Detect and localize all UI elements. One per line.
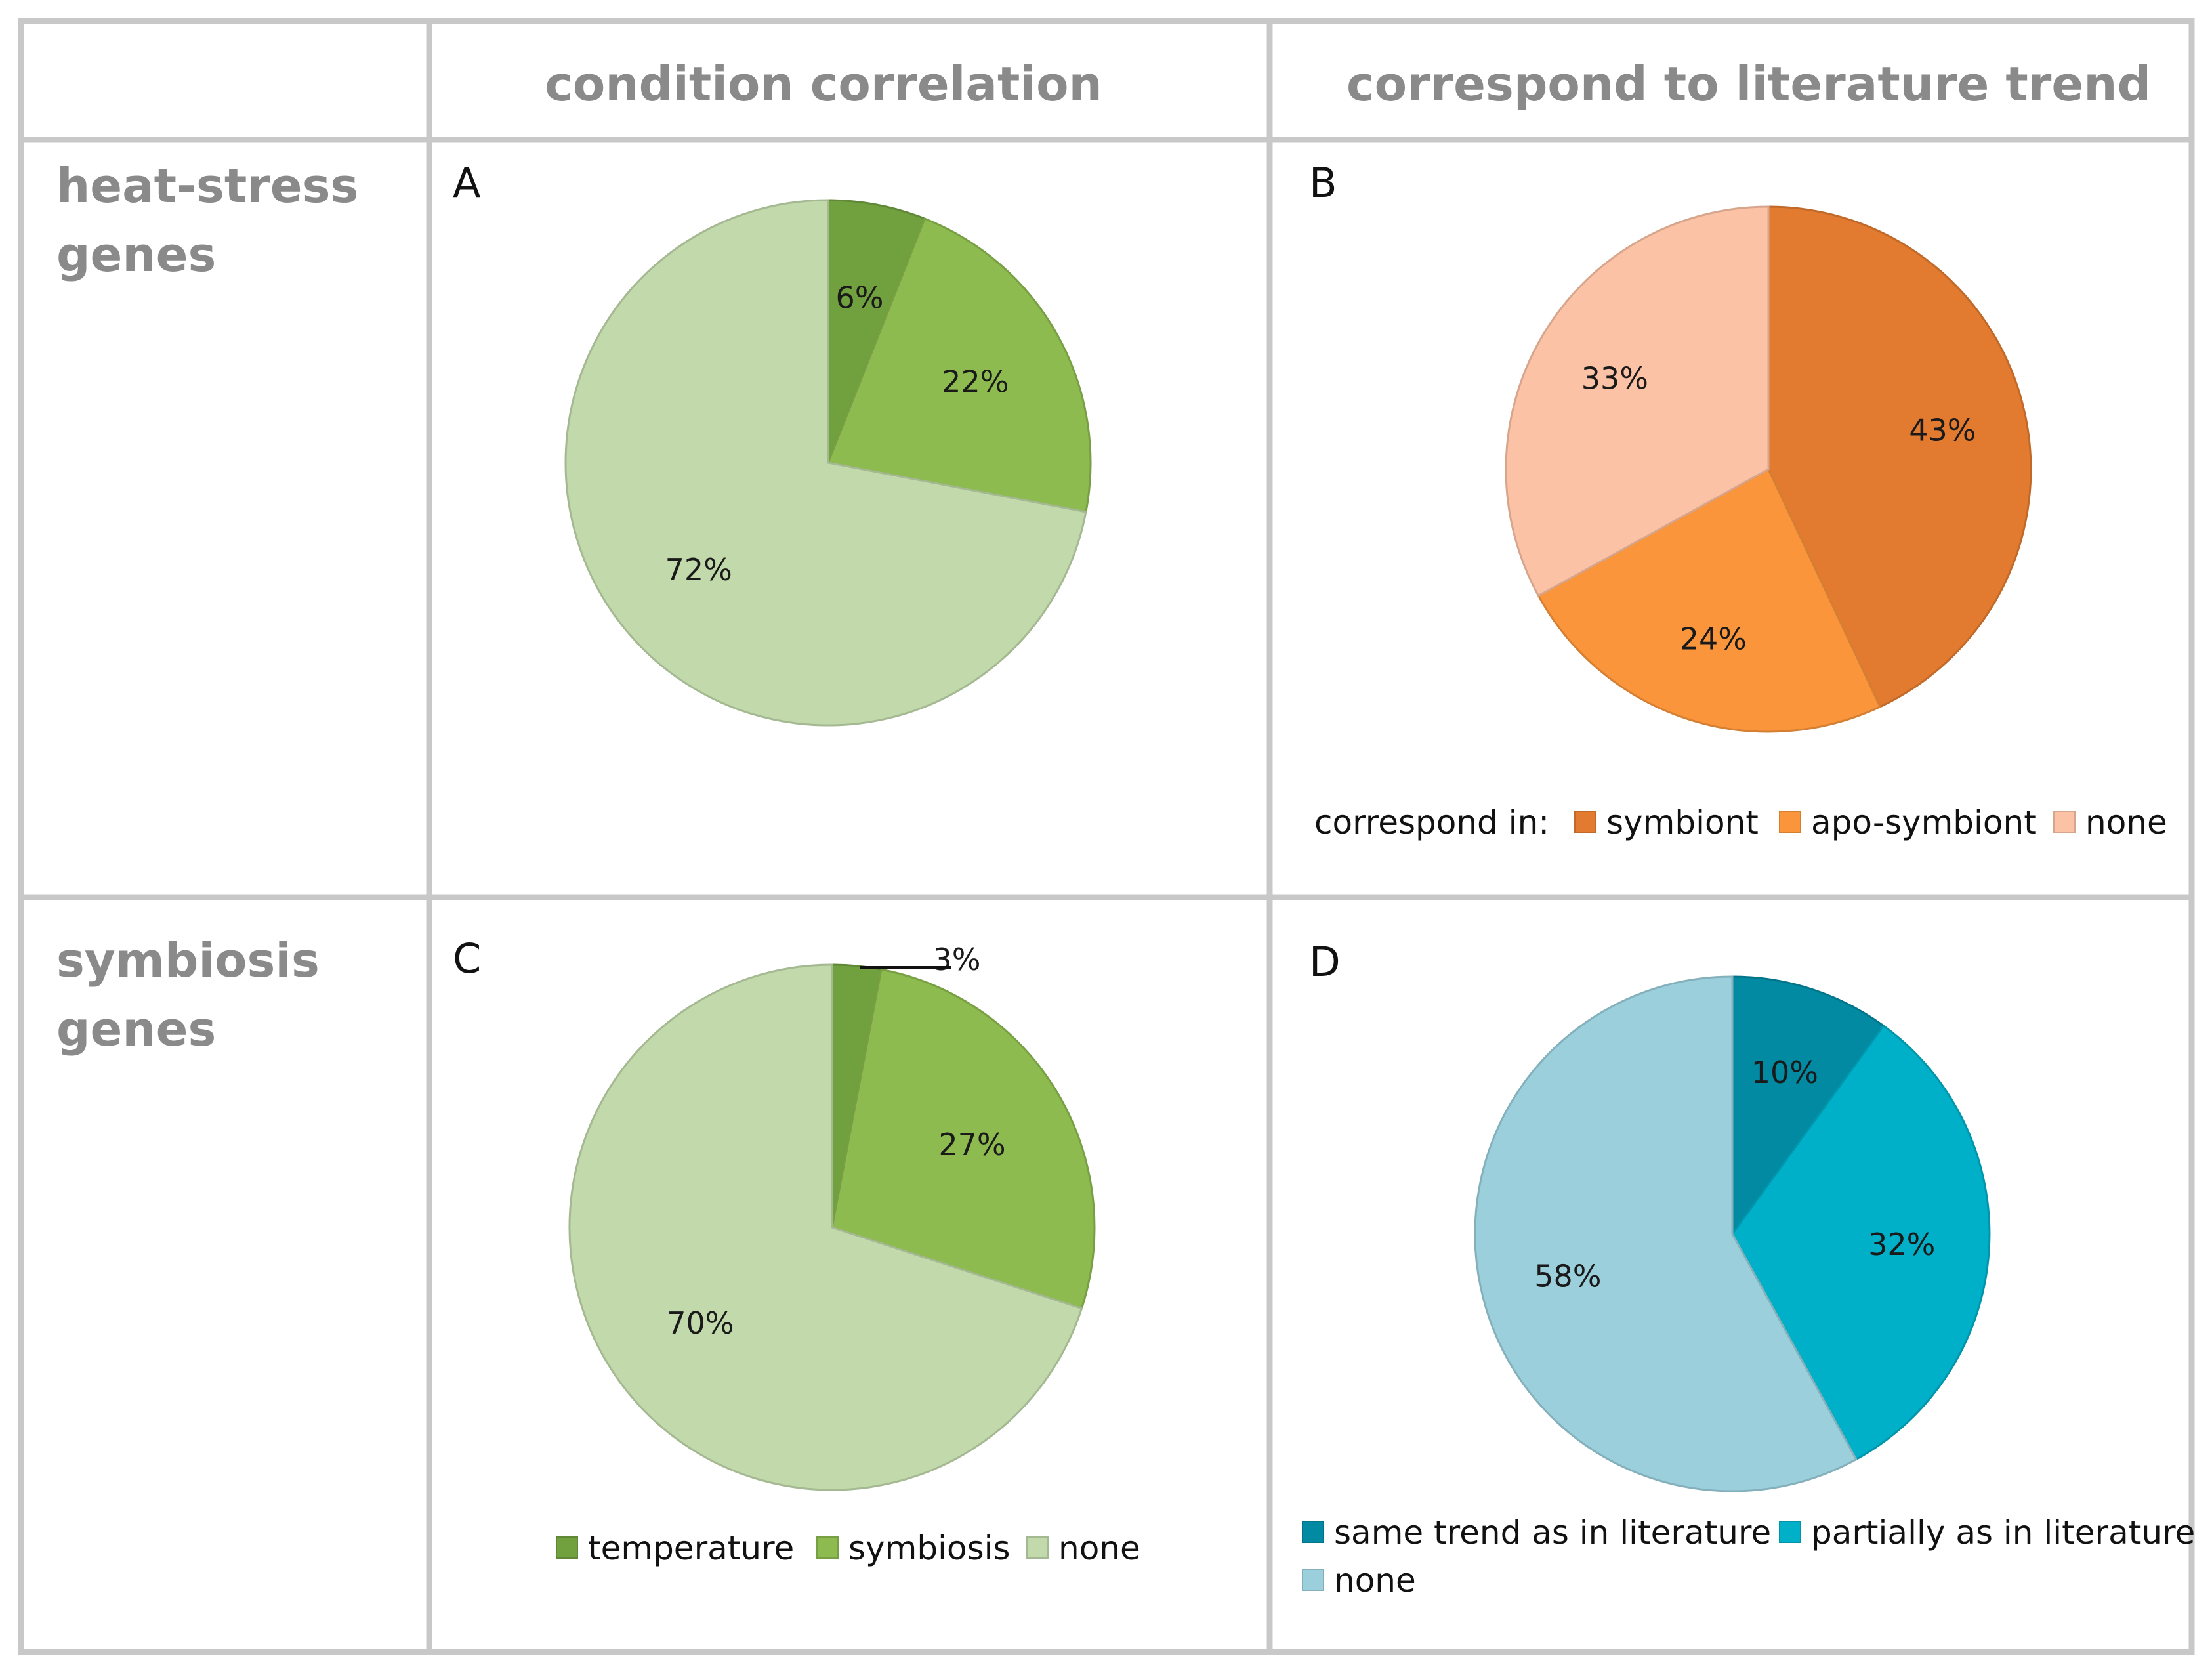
panel-letter-B: B (1309, 159, 1337, 207)
legend-swatch-D-1 (1779, 1521, 1801, 1543)
pie-slice-C-symbiosis (831, 968, 1096, 1310)
legend-label-B-0: symbiont (1606, 803, 1759, 841)
pie-slice-B-apo-symbiont (1537, 467, 1882, 733)
legend-title-B: correspond in: (1314, 803, 1549, 841)
legend-swatch-D-0 (1302, 1521, 1324, 1543)
pie-slice-A-none (564, 199, 1087, 727)
slice-label-D-1: 32% (1868, 1227, 1935, 1262)
column-header-condition: condition correlation (545, 56, 1102, 112)
pie-slice-A-symbiosis (826, 217, 1092, 513)
slice-label-A-2: 72% (665, 552, 732, 587)
row-label-symbiosis: symbiosis (56, 933, 320, 988)
table-border (18, 18, 2195, 1655)
slice-label-A-0: 6% (836, 280, 884, 316)
panel-letter-D: D (1309, 938, 1341, 986)
legend-swatch-D-2 (1302, 1569, 1324, 1591)
pie-chart-C: C 3% 27% 70% temperature symbiosis none (453, 935, 1140, 1567)
slice-label-B-0: 43% (1909, 413, 1976, 448)
slice-label-D-0: 10% (1751, 1055, 1818, 1090)
slice-label-C-2: 70% (667, 1305, 734, 1341)
slice-label-C-0: 3% (933, 942, 981, 977)
legend-swatch-B-1 (1779, 811, 1801, 833)
legend-label-D-1: partially as in literature (1811, 1513, 2195, 1552)
pie-slice-D-same-trend-as-in-literature (1731, 975, 1885, 1237)
legend-label-D-2: none (1334, 1561, 1416, 1599)
legend-label-B-2: none (2085, 803, 2167, 841)
row-label-heat-stress: heat-stress (56, 158, 358, 213)
pie-slice-B-symbiont (1767, 205, 2032, 708)
pie-slice-B-none (1505, 205, 1770, 597)
row-label-heat-stress-genes: genes (56, 227, 216, 282)
column-header-literature: correspond to literature trend (1346, 56, 2151, 112)
pie-slice-D-none (1474, 975, 1858, 1492)
legend-D: same trend as in literature partially as … (1302, 1513, 2195, 1599)
legend-swatch-B-0 (1574, 811, 1596, 833)
row-label-symbiosis-genes: genes (56, 1002, 216, 1057)
legend-swatch-B-2 (2053, 811, 2076, 833)
pie-chart-D: D 10% 32% 58% same trend as in literature par… (1302, 938, 2195, 1599)
legend-swatch-C-0 (556, 1536, 578, 1559)
slice-label-B-1: 24% (1680, 622, 1747, 657)
panel-letter-A: A (453, 159, 480, 207)
pie-slice-A-temperature (827, 199, 927, 463)
panel-letter-C: C (453, 935, 481, 983)
slice-label-D-2: 58% (1534, 1258, 1601, 1294)
legend-label-C-0: temperature (588, 1529, 794, 1567)
legend-swatch-C-2 (1026, 1536, 1049, 1559)
legend-label-C-2: none (1058, 1529, 1140, 1567)
pie-chart-B: B 43% 24% 33% correspond in: symbiont apo-symb… (1309, 159, 2167, 841)
pie-slice-D-partially-as-in-literature (1731, 1024, 1991, 1461)
slice-label-A-1: 22% (942, 364, 1009, 400)
pie-slice-C-none (568, 963, 1083, 1491)
table-grid (18, 18, 2195, 1655)
legend-swatch-C-1 (816, 1536, 839, 1559)
legend-label-B-1: apo-symbiont (1811, 803, 2037, 841)
slice-label-C-1: 27% (938, 1127, 1005, 1162)
legend-label-D-0: same trend as in literature (1334, 1513, 1771, 1552)
slice-label-B-2: 33% (1581, 361, 1648, 396)
pie-chart-A: A 6% 22% 72% (453, 159, 1092, 727)
legend-label-C-1: symbiosis (848, 1529, 1011, 1567)
legend-B: correspond in: symbiont apo-symbiont none (1314, 803, 2167, 841)
legend-C: temperature symbiosis none (556, 1529, 1140, 1567)
